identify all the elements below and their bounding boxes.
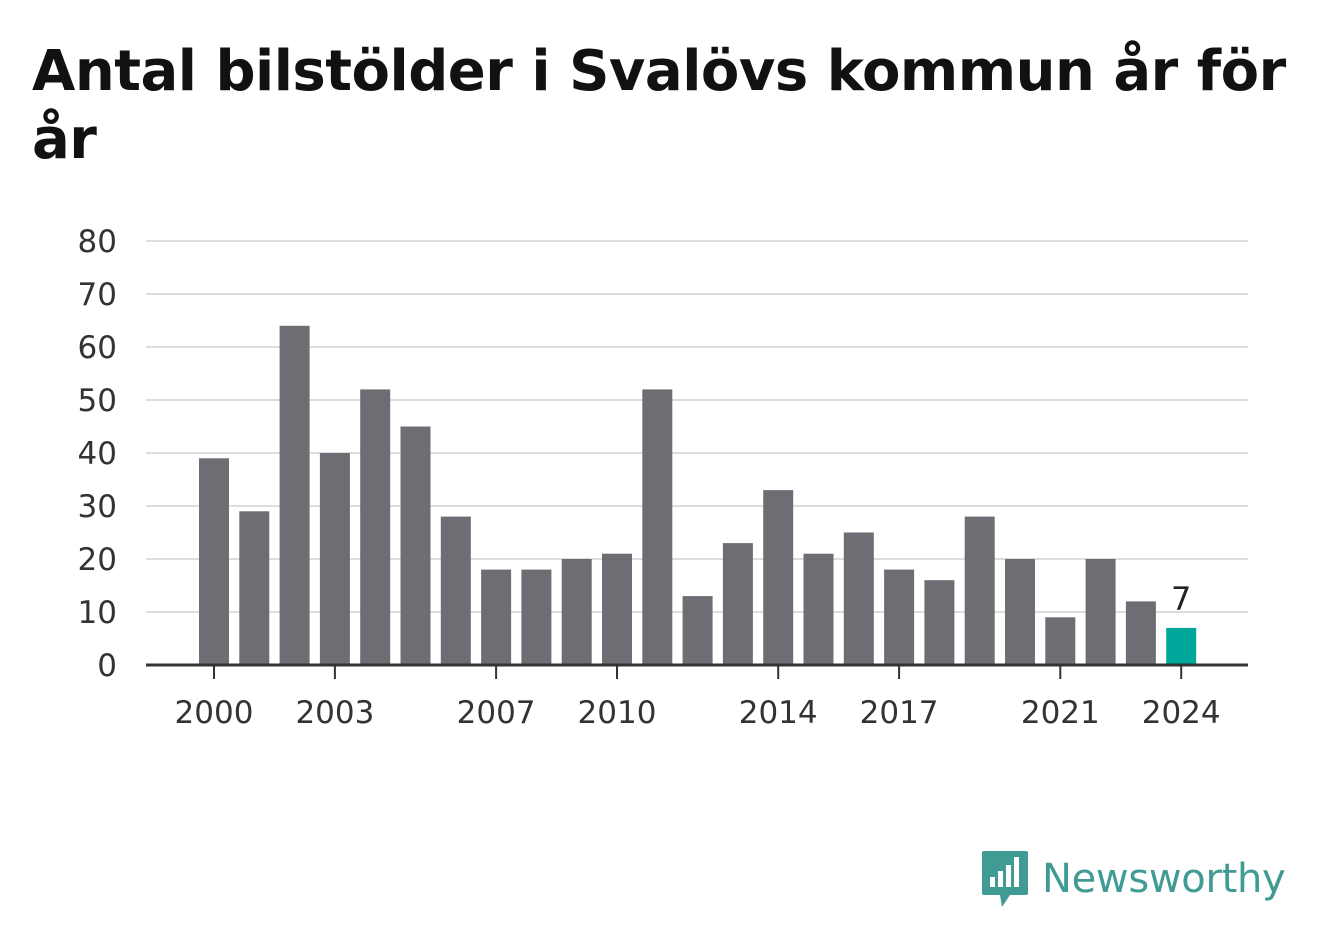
bar-2011 — [642, 389, 673, 665]
bar-2001 — [239, 511, 270, 665]
bar-2002 — [279, 325, 310, 665]
bar-2010 — [602, 553, 632, 665]
bar-2013 — [722, 543, 753, 665]
y-tick-label: 30 — [78, 489, 117, 525]
bar-2006 — [440, 516, 471, 665]
bar-2021 — [1045, 617, 1076, 665]
bar-2003 — [319, 453, 350, 665]
bar-2009 — [561, 559, 592, 665]
bar-2005 — [400, 426, 431, 665]
bar-2024 — [1166, 627, 1197, 665]
bar-2019 — [964, 516, 995, 665]
bar-2014 — [763, 490, 794, 665]
bar-2017 — [884, 569, 915, 665]
bar-2020 — [1005, 559, 1035, 665]
x-tick-label: 2014 — [739, 695, 818, 731]
y-tick-label: 40 — [78, 436, 117, 472]
bar-2018 — [924, 580, 955, 665]
data-labels: 7 — [1171, 580, 1191, 618]
x-axis: 2000 2003 2007 2010 2014 2017 2021 2024 — [146, 663, 1248, 731]
x-tick-label: 2024 — [1142, 695, 1221, 731]
x-tick-label: 2021 — [1021, 695, 1100, 731]
y-tick-label: 50 — [78, 383, 117, 419]
newsworthy-logo: Newsworthy — [980, 848, 1286, 910]
y-tick-label: 10 — [78, 595, 117, 631]
y-tick-label: 0 — [97, 648, 117, 684]
x-tick-label: 2000 — [175, 695, 254, 731]
bar-2023 — [1125, 601, 1156, 665]
bar-2015 — [803, 553, 834, 665]
bar-2022 — [1085, 559, 1116, 665]
x-tick-label: 2017 — [860, 695, 939, 731]
bar-2000 — [199, 458, 229, 665]
x-tick-label: 2010 — [578, 695, 657, 731]
y-tick-label: 20 — [78, 542, 117, 578]
bar-2012 — [682, 596, 713, 665]
bar-2016 — [843, 532, 874, 665]
gridlines — [146, 240, 1248, 613]
data-label-2024: 7 — [1171, 580, 1191, 618]
y-tick-label: 80 — [78, 224, 117, 260]
x-tick-label: 2003 — [295, 695, 374, 731]
chart-title: Antal bilstölder i Svalövs kommun år för… — [32, 39, 1286, 172]
y-axis-ticks: 0 10 20 30 40 50 60 70 80 — [78, 224, 117, 684]
brand-name: Newsworthy — [1042, 856, 1286, 902]
y-tick-label: 70 — [78, 277, 117, 313]
bar-2004 — [360, 389, 391, 665]
x-tick-label: 2007 — [457, 695, 536, 731]
y-tick-label: 60 — [78, 330, 117, 366]
bars — [199, 325, 1197, 665]
newsworthy-logo-icon — [982, 851, 1028, 907]
bar-2008 — [521, 569, 552, 665]
bar-2007 — [481, 569, 512, 665]
